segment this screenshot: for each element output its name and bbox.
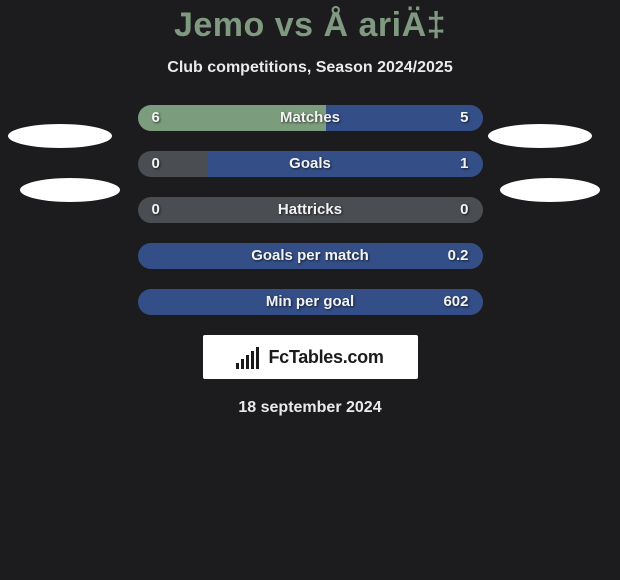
ellipse-shape bbox=[8, 124, 112, 148]
bar-chart-icon bbox=[236, 345, 260, 369]
stat-row: 00Hattricks bbox=[138, 197, 483, 223]
stat-row: 65Matches bbox=[138, 105, 483, 131]
stat-row: 602Min per goal bbox=[138, 289, 483, 315]
ellipse-shape bbox=[20, 178, 120, 202]
ellipse-shape bbox=[500, 178, 600, 202]
stat-row: 0.2Goals per match bbox=[138, 243, 483, 269]
stat-label: Goals bbox=[138, 151, 483, 177]
comparison-container: Jemo vs Å ariÄ‡ Club competitions, Seaso… bbox=[0, 0, 620, 580]
logo-text: FcTables.com bbox=[268, 347, 383, 368]
fctables-logo[interactable]: FcTables.com bbox=[203, 335, 418, 379]
page-title: Jemo vs Å ariÄ‡ bbox=[174, 6, 446, 45]
stat-label: Matches bbox=[138, 105, 483, 131]
stat-label: Goals per match bbox=[138, 243, 483, 269]
stats-list: 65Matches 01Goals 00Hattricks 0.2Goals per … bbox=[138, 105, 483, 315]
stat-row: 01Goals bbox=[138, 151, 483, 177]
subtitle: Club competitions, Season 2024/2025 bbox=[167, 59, 452, 77]
stat-label: Min per goal bbox=[138, 289, 483, 315]
date-label: 18 september 2024 bbox=[238, 399, 381, 417]
stat-label: Hattricks bbox=[138, 197, 483, 223]
ellipse-shape bbox=[488, 124, 592, 148]
